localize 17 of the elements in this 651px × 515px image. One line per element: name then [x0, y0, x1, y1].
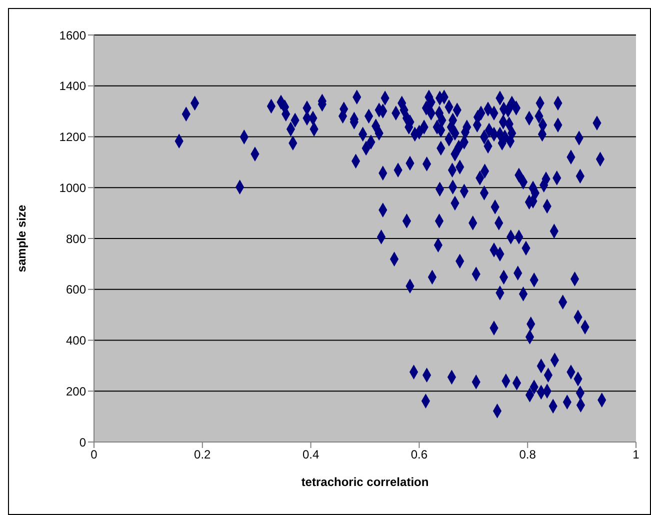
x-tick-label: 0.4 [302, 448, 320, 462]
y-tick-label: 600 [66, 282, 86, 297]
y-tick-label: 1600 [59, 28, 86, 42]
y-tick-label: 1400 [59, 79, 86, 94]
y-tick-label: 400 [66, 334, 86, 348]
x-tick-label: 0.8 [519, 448, 536, 462]
y-tick-label: 200 [66, 384, 86, 398]
y-tick-label: 1000 [59, 180, 86, 195]
y-tick-label: 1200 [59, 130, 86, 144]
x-tick-label: 1 [632, 448, 640, 462]
y-tick-label: 0 [79, 435, 86, 450]
y-tick-label: 800 [66, 232, 86, 246]
y-axis-title: sample size [14, 204, 28, 272]
x-tick-label: 0.2 [194, 448, 212, 462]
x-axis-title: tetrachoric correlation [301, 475, 429, 489]
x-tick-label: 0 [90, 448, 98, 462]
x-tick-label: 0.6 [410, 448, 428, 462]
